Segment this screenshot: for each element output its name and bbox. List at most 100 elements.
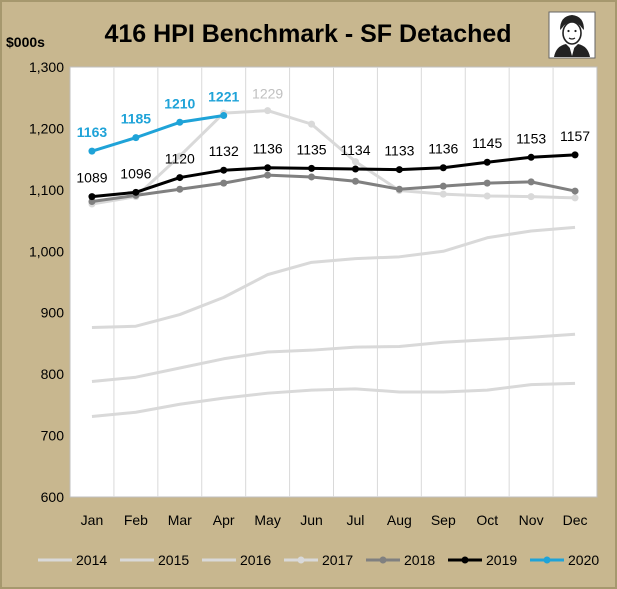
y-tick-label: 1,200 xyxy=(29,120,64,136)
series-line xyxy=(91,173,576,204)
data-label: 1153 xyxy=(516,130,546,146)
legend-item-2020: 2020 xyxy=(530,552,599,568)
legend-label: 2016 xyxy=(240,552,271,568)
series-line xyxy=(91,153,576,199)
x-tick-label: May xyxy=(254,512,280,528)
data-label: 1221 xyxy=(208,89,239,105)
legend-label: 2014 xyxy=(76,552,107,568)
annotation-label: 1229 xyxy=(252,86,283,102)
legend-label: 2019 xyxy=(486,552,517,568)
data-label: 1120 xyxy=(165,151,195,167)
legend-item-2015: 2015 xyxy=(120,552,189,568)
series-line xyxy=(91,332,576,384)
data-point xyxy=(351,165,359,173)
series-line xyxy=(91,114,224,153)
data-point xyxy=(132,188,140,196)
series-2015 xyxy=(91,332,576,384)
data-point xyxy=(571,194,579,202)
data-label: 1185 xyxy=(121,111,152,127)
legend-item-2018: 2018 xyxy=(366,552,435,568)
data-point xyxy=(176,118,184,126)
x-tick-label: Oct xyxy=(476,512,498,528)
y-tick-label: 700 xyxy=(41,428,65,444)
data-point xyxy=(395,166,403,174)
x-tick-label: Jun xyxy=(300,512,323,528)
series-line xyxy=(91,225,576,329)
series-2017 xyxy=(88,107,579,208)
data-label: 1133 xyxy=(384,143,414,159)
series-line xyxy=(91,109,576,206)
data-point xyxy=(395,185,403,193)
data-point xyxy=(571,151,579,159)
data-point xyxy=(220,112,228,120)
data-label: 1132 xyxy=(209,143,239,159)
data-point xyxy=(483,158,491,166)
x-tick-label: Aug xyxy=(387,512,412,528)
data-point xyxy=(439,164,447,172)
data-point xyxy=(132,134,140,142)
data-point xyxy=(308,164,316,172)
y-axis-unit-label: $000s xyxy=(6,34,45,50)
x-tick-label: Apr xyxy=(213,512,235,528)
x-tick-label: Nov xyxy=(519,512,544,528)
legend-item-2017: 2017 xyxy=(284,552,353,568)
data-label: 1136 xyxy=(253,141,283,157)
legend-label: 2017 xyxy=(322,552,353,568)
data-point xyxy=(483,192,491,200)
series-2020 xyxy=(88,112,228,155)
data-label: 1157 xyxy=(560,128,590,144)
data-point xyxy=(571,187,579,195)
data-label: 1135 xyxy=(296,141,326,157)
data-label: 1163 xyxy=(77,124,108,140)
data-label: 1096 xyxy=(120,165,151,181)
legend-marker xyxy=(461,556,469,564)
legend-item-2014: 2014 xyxy=(38,552,107,568)
data-point xyxy=(88,193,96,201)
data-point xyxy=(264,171,272,179)
data-point xyxy=(88,147,96,155)
data-point xyxy=(351,177,359,185)
data-point xyxy=(264,107,272,115)
x-tick-label: Feb xyxy=(124,512,148,528)
legend-marker xyxy=(543,556,551,564)
data-point xyxy=(527,178,535,186)
data-label: 1145 xyxy=(472,135,502,151)
data-point xyxy=(220,179,228,187)
data-point xyxy=(220,166,228,174)
series-2014 xyxy=(91,381,576,419)
x-tick-label: Jan xyxy=(81,512,104,528)
legend-label: 2018 xyxy=(404,552,435,568)
legend-item-2019: 2019 xyxy=(448,552,517,568)
data-point xyxy=(176,152,184,160)
series-2018 xyxy=(88,171,579,206)
data-point xyxy=(527,193,535,201)
data-label: 1210 xyxy=(164,95,195,111)
series-2016 xyxy=(91,225,576,329)
chart-title: 416 HPI Benchmark - SF Detached xyxy=(104,20,511,48)
data-label: 1134 xyxy=(340,142,370,158)
y-tick-label: 1,300 xyxy=(29,59,64,75)
x-tick-label: Jul xyxy=(347,512,365,528)
data-point xyxy=(88,198,96,206)
data-point xyxy=(176,185,184,193)
data-label: 1089 xyxy=(76,170,107,186)
y-tick-label: 1,000 xyxy=(29,243,64,259)
legend-label: 2015 xyxy=(158,552,189,568)
data-label: 1136 xyxy=(428,141,458,157)
legend-item-2016: 2016 xyxy=(202,552,271,568)
x-tick-label: Sep xyxy=(431,512,456,528)
data-point xyxy=(527,153,535,161)
series-2019 xyxy=(88,151,579,201)
legend-marker xyxy=(297,556,305,564)
portrait-icon xyxy=(548,11,596,59)
legend-label: 2020 xyxy=(568,552,599,568)
y-tick-label: 600 xyxy=(41,489,65,505)
data-point xyxy=(483,179,491,187)
x-tick-label: Dec xyxy=(563,512,588,528)
data-point xyxy=(439,182,447,190)
data-point xyxy=(176,174,184,182)
data-point xyxy=(351,158,359,166)
y-tick-label: 1,100 xyxy=(29,182,64,198)
x-tick-label: Mar xyxy=(168,512,192,528)
